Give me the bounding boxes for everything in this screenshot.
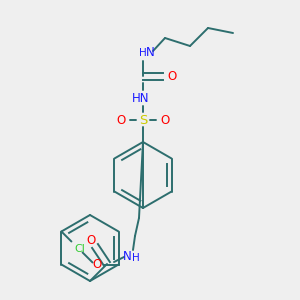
Text: O: O [160,113,169,127]
Text: S: S [139,113,147,127]
Text: H: H [132,253,140,263]
Text: H: H [139,48,147,58]
Text: N: N [123,250,131,262]
Text: O: O [167,70,177,83]
Text: Cl: Cl [74,244,85,254]
Text: O: O [86,233,96,247]
Text: O: O [92,258,101,271]
Text: N: N [146,46,154,59]
Text: O: O [116,113,126,127]
Text: HN: HN [132,92,150,104]
